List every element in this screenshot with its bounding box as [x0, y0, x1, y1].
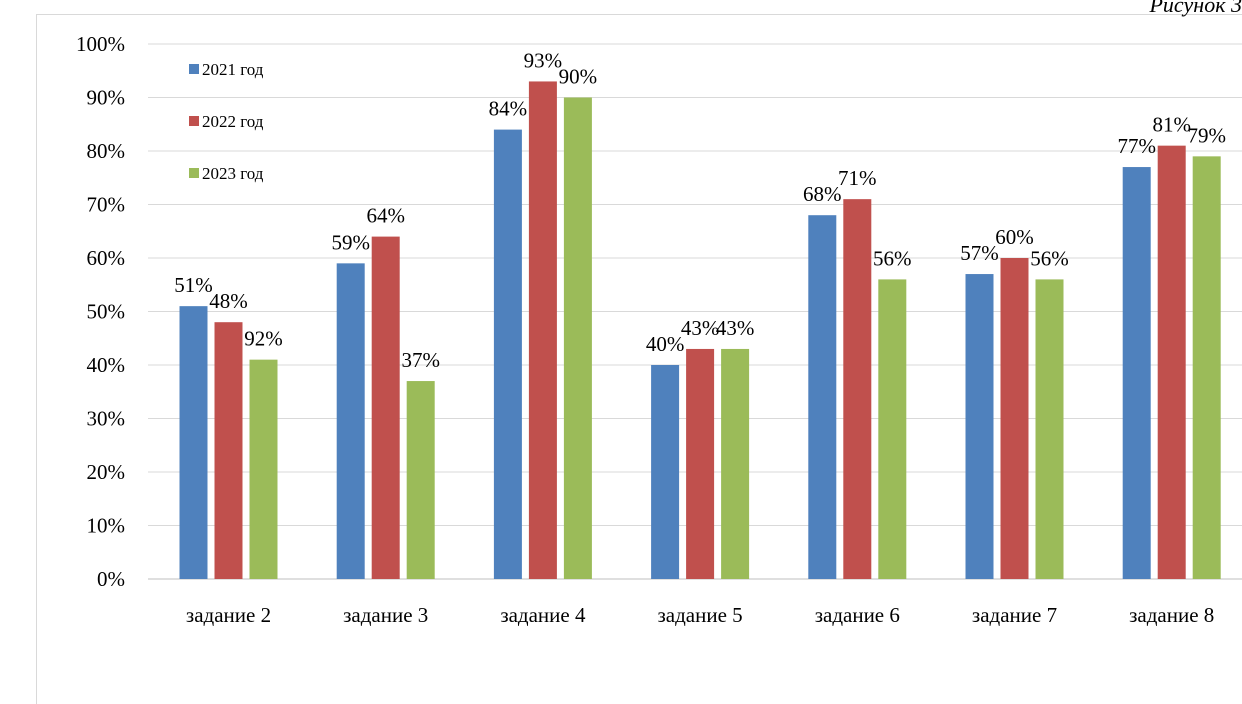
y-tick-label: 0%: [97, 567, 125, 591]
legend: 2021 год 2022 год 2023 год: [189, 60, 264, 183]
data-label: 68%: [803, 182, 842, 206]
y-tick-label: 80%: [87, 139, 126, 163]
x-axis-ticks: задание 2 задание 3 задание 4 задание 5 зада…: [186, 603, 1214, 627]
legend-swatch: [189, 116, 199, 126]
data-label: 37%: [401, 348, 440, 372]
bar-2021-год: [493, 129, 522, 579]
legend-swatch: [189, 64, 199, 74]
data-label: 92%: [244, 327, 283, 351]
data-label: 81%: [1152, 113, 1191, 137]
data-label: 64%: [366, 204, 405, 228]
data-label: 77%: [1117, 134, 1156, 158]
data-label: 90%: [559, 65, 598, 89]
data-label: 59%: [331, 230, 370, 254]
data-label: 56%: [873, 246, 912, 270]
y-tick-label: 40%: [87, 353, 126, 377]
bar-2022-год: [843, 199, 872, 579]
data-label: 51%: [174, 273, 213, 297]
x-tick-label: задание 8: [1129, 603, 1214, 627]
bar-2021-год: [336, 263, 365, 579]
bar-2021-год: [179, 306, 208, 579]
chart-frame: [36, 14, 1242, 704]
bar-2023-год: [1035, 279, 1064, 579]
y-tick-label: 100%: [76, 32, 125, 56]
data-label: 43%: [716, 316, 755, 340]
x-tick-label: задание 5: [658, 603, 743, 627]
bar-2021-год: [651, 365, 680, 579]
y-tick-label: 30%: [87, 407, 126, 431]
bar-2022-год: [1000, 258, 1029, 579]
legend-label: 2022 год: [202, 112, 264, 131]
bar-2022-год: [371, 236, 400, 579]
bar-2023-год: [721, 348, 750, 579]
data-label: 56%: [1030, 246, 1069, 270]
bars: [179, 81, 1221, 580]
data-label: 79%: [1187, 123, 1226, 147]
y-tick-label: 60%: [87, 246, 126, 270]
bar-2022-год: [528, 81, 557, 579]
bar-2021-год: [808, 215, 837, 579]
x-tick-label: задание 7: [972, 603, 1057, 627]
bar-2022-год: [686, 348, 715, 579]
bar-2023-год: [406, 381, 435, 579]
data-label: 84%: [489, 97, 528, 121]
data-label: 48%: [209, 289, 248, 313]
legend-label: 2021 год: [202, 60, 264, 79]
bar-2022-год: [1157, 145, 1186, 579]
figure-caption: Рисунок 3: [1149, 0, 1242, 17]
bar-2021-год: [965, 274, 994, 579]
y-tick-label: 10%: [87, 514, 126, 538]
data-label: 60%: [995, 225, 1034, 249]
bar-2022-год: [214, 322, 243, 579]
data-label: 43%: [681, 316, 720, 340]
bar-2023-год: [249, 359, 278, 579]
x-tick-label: задание 2: [186, 603, 271, 627]
bar-2021-год: [1122, 167, 1151, 580]
y-tick-label: 20%: [87, 460, 126, 484]
data-labels: 51%48%92%59%64%37%84%93%90%40%43%43%68%7…: [174, 48, 1226, 372]
data-label: 57%: [960, 241, 999, 265]
bar-2023-год: [878, 279, 907, 579]
y-tick-label: 70%: [87, 193, 126, 217]
bar-2023-год: [563, 97, 592, 579]
data-label: 71%: [838, 166, 877, 190]
y-tick-label: 90%: [87, 86, 126, 110]
data-label: 93%: [524, 48, 563, 72]
bar-2023-год: [1192, 156, 1221, 579]
x-tick-label: задание 6: [815, 603, 900, 627]
legend-label: 2023 год: [202, 164, 264, 183]
y-axis-ticks: 0% 10% 20% 30% 40% 50% 60% 70% 80% 90% 100%: [76, 32, 125, 591]
y-tick-label: 50%: [87, 300, 126, 324]
legend-swatch: [189, 168, 199, 178]
x-tick-label: задание 3: [343, 603, 428, 627]
data-label: 40%: [646, 332, 685, 356]
x-tick-label: задание 4: [500, 603, 586, 627]
